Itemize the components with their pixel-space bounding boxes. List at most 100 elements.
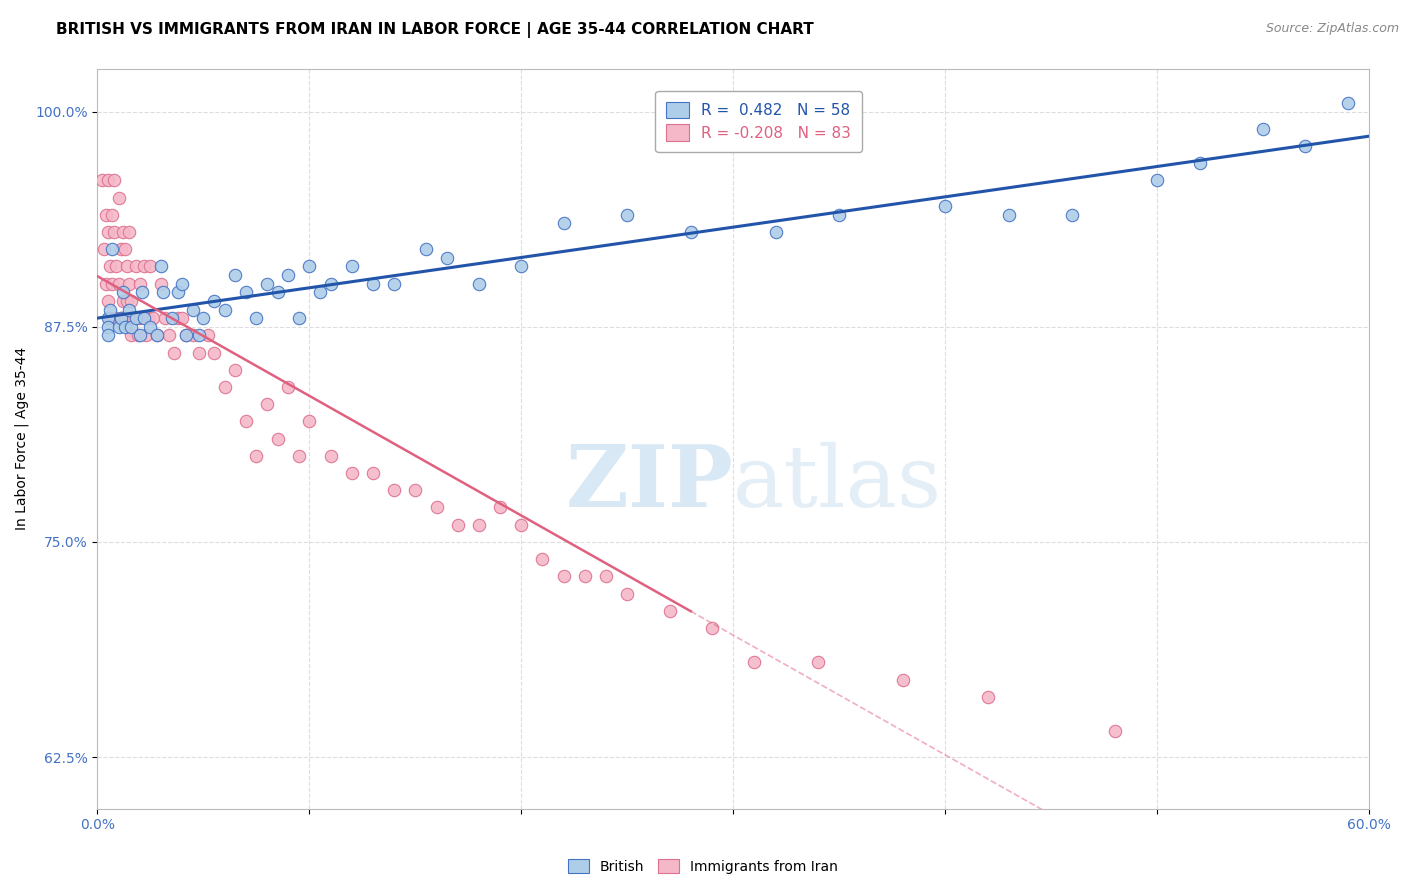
Point [107, 191, 129, 205]
Point [97, 173, 120, 187]
Point [245, 449, 267, 463]
Point [110, 311, 132, 326]
Point [97, 328, 120, 343]
Point [97, 319, 120, 334]
Text: atlas: atlas [734, 442, 942, 524]
Point [172, 311, 194, 326]
Point [1062, 208, 1084, 222]
Point [181, 328, 204, 343]
Y-axis label: In Labor Force | Age 35-44: In Labor Force | Age 35-44 [15, 347, 30, 530]
Point [277, 380, 299, 394]
Point [176, 328, 198, 343]
Point [277, 268, 299, 282]
Point [139, 260, 162, 274]
Point [309, 285, 332, 300]
Point [404, 483, 426, 498]
Point [120, 293, 142, 308]
Point [98, 260, 121, 274]
Point [98, 302, 121, 317]
Point [287, 311, 309, 326]
Point [115, 293, 138, 308]
Point [510, 517, 533, 532]
Point [93, 242, 115, 256]
Point [118, 277, 141, 291]
Point [107, 277, 129, 291]
Point [976, 690, 998, 704]
Point [340, 260, 363, 274]
Point [107, 319, 129, 334]
Point [616, 586, 638, 600]
Point [595, 569, 617, 583]
Point [700, 621, 723, 635]
Point [111, 225, 134, 239]
Point [224, 268, 246, 282]
Point [298, 260, 321, 274]
Point [256, 397, 278, 411]
Point [145, 328, 167, 343]
Point [110, 311, 132, 326]
Point [468, 277, 491, 291]
Point [132, 260, 155, 274]
Point [111, 285, 134, 300]
Point [235, 414, 257, 428]
Point [131, 285, 153, 300]
Point [361, 277, 384, 291]
Point [132, 311, 155, 326]
Point [111, 293, 134, 308]
Point [110, 242, 132, 256]
Point [934, 199, 956, 213]
Point [149, 260, 172, 274]
Point [553, 216, 575, 230]
Point [90, 173, 112, 187]
Point [155, 311, 177, 326]
Point [202, 293, 225, 308]
Point [120, 319, 142, 334]
Point [135, 328, 157, 343]
Point [193, 311, 215, 326]
Point [1337, 95, 1360, 110]
Point [188, 328, 211, 343]
Point [122, 311, 145, 326]
Point [97, 293, 120, 308]
Point [489, 500, 512, 515]
Point [425, 500, 447, 515]
Point [128, 311, 150, 326]
Point [1188, 156, 1211, 170]
Point [120, 328, 142, 343]
Point [128, 328, 150, 343]
Point [245, 311, 267, 326]
Point [128, 277, 150, 291]
Legend: British, Immigrants from Iran: British, Immigrants from Iran [561, 852, 845, 880]
Point [235, 285, 257, 300]
Point [828, 208, 851, 222]
Point [744, 656, 766, 670]
Point [160, 311, 183, 326]
Point [101, 208, 124, 222]
Point [176, 328, 198, 343]
Point [382, 277, 405, 291]
Point [118, 302, 141, 317]
Point [256, 277, 278, 291]
Point [167, 311, 190, 326]
Point [266, 432, 288, 446]
Text: BRITISH VS IMMIGRANTS FROM IRAN IN LABOR FORCE | AGE 35-44 CORRELATION CHART: BRITISH VS IMMIGRANTS FROM IRAN IN LABOR… [56, 22, 814, 38]
Point [361, 466, 384, 480]
Point [97, 311, 120, 326]
Point [1146, 173, 1168, 187]
Point [468, 517, 491, 532]
Point [298, 414, 321, 428]
Point [319, 449, 342, 463]
Point [202, 345, 225, 359]
Point [152, 285, 174, 300]
Point [103, 173, 125, 187]
Point [447, 517, 470, 532]
Point [891, 673, 914, 687]
Point [188, 345, 211, 359]
Point [97, 225, 120, 239]
Point [679, 225, 702, 239]
Point [101, 277, 124, 291]
Point [415, 242, 437, 256]
Point [553, 569, 575, 583]
Text: ZIP: ZIP [565, 441, 734, 525]
Point [1295, 139, 1317, 153]
